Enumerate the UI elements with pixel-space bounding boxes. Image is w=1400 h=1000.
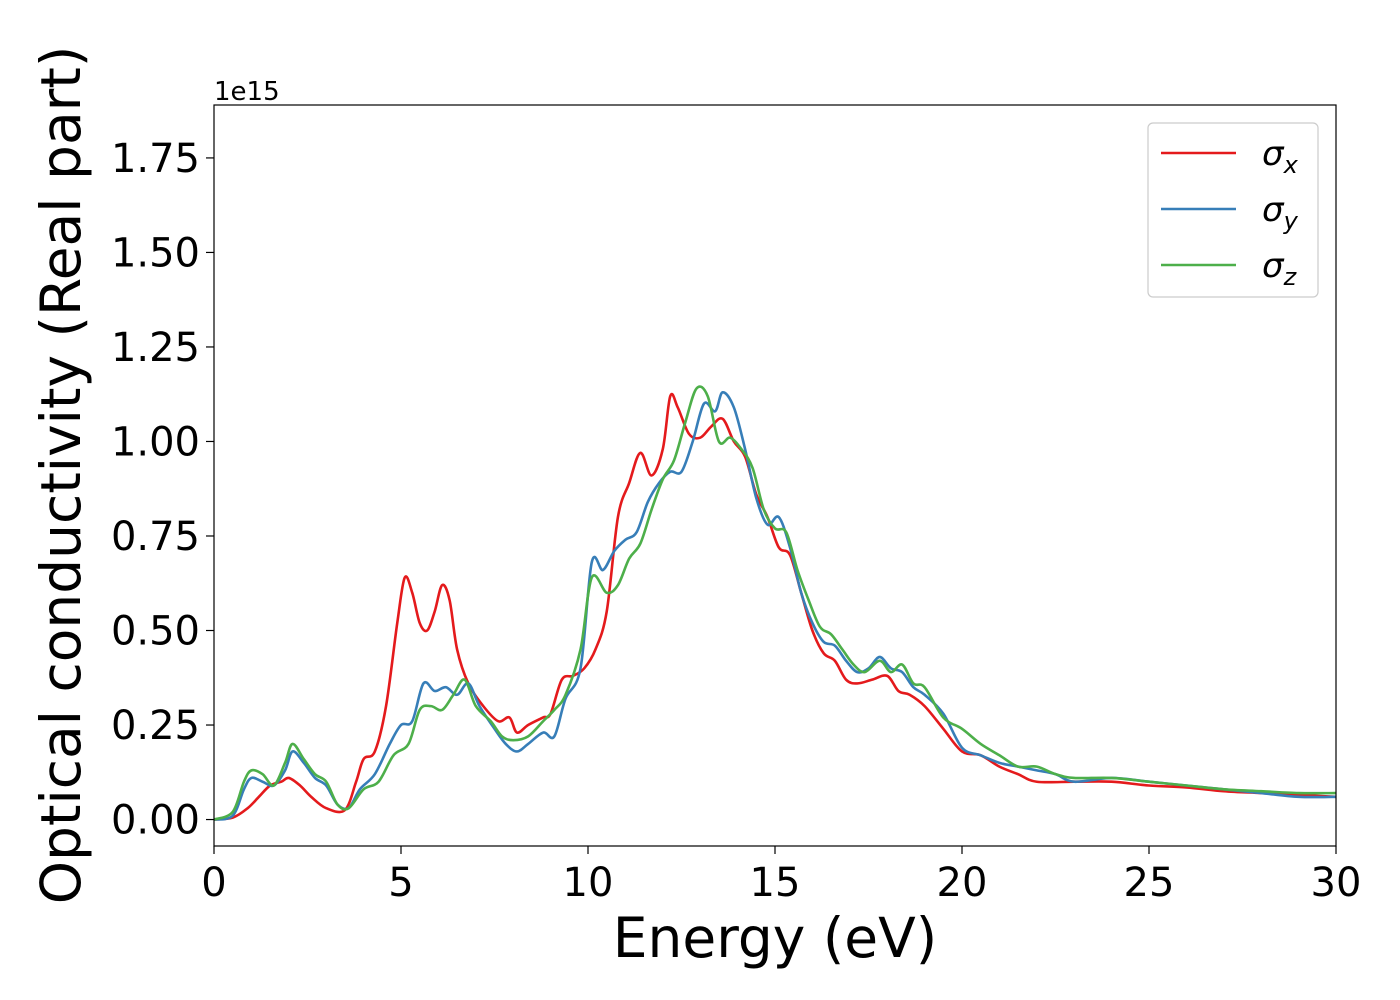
legend: σx σy σz <box>1147 122 1319 298</box>
x-tick-label: 20 <box>937 860 988 906</box>
y-tick-label: 1.00 <box>111 419 200 465</box>
y-tick-label: 0.50 <box>111 609 200 655</box>
x-tick-label: 0 <box>201 860 226 906</box>
y-axis: 0.00 0.25 0.50 0.75 1.00 1.25 1.50 1.75 <box>111 136 214 844</box>
y-offset-label: 1e15 <box>214 77 280 107</box>
x-axis-title: Energy (eV) <box>613 906 937 970</box>
y-axis-title: Optical conductivity (Real part) <box>29 46 93 905</box>
x-axis: 0 5 10 15 20 25 30 <box>201 846 1361 906</box>
y-tick-label: 1.25 <box>111 325 200 371</box>
series-layer <box>213 385 1337 821</box>
x-tick-label: 10 <box>563 860 614 906</box>
y-tick-label: 0.75 <box>111 514 200 560</box>
series-line-x <box>213 392 1337 821</box>
y-tick-label: 0.25 <box>111 703 200 749</box>
x-tick-label: 30 <box>1311 860 1362 906</box>
legend-label-x: σx <box>1262 134 1299 179</box>
y-tick-label: 1.50 <box>111 230 200 276</box>
legend-label-z: σz <box>1262 246 1298 291</box>
x-tick-label: 25 <box>1124 860 1175 906</box>
y-tick-label: 0.00 <box>111 798 200 844</box>
series-line-z <box>213 385 1337 821</box>
y-tick-label: 1.75 <box>111 136 200 182</box>
x-tick-label: 15 <box>750 860 801 906</box>
x-tick-label: 5 <box>388 860 413 906</box>
legend-label-y: σy <box>1262 190 1299 235</box>
